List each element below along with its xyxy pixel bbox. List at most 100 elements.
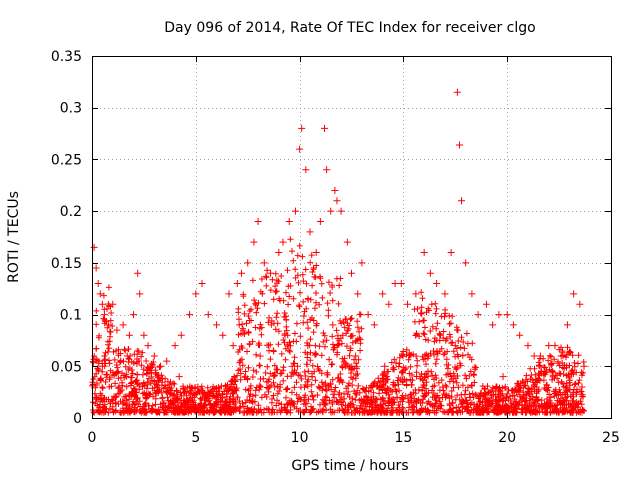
y-tick-label: 0 bbox=[73, 411, 82, 427]
data-point bbox=[194, 383, 202, 391]
data-point bbox=[563, 321, 571, 329]
density-marks bbox=[89, 236, 587, 416]
data-point bbox=[94, 280, 102, 288]
data-point bbox=[256, 352, 264, 360]
plot-frame bbox=[92, 56, 612, 419]
data-point bbox=[547, 393, 555, 401]
data-point bbox=[250, 238, 258, 246]
data-point bbox=[213, 321, 221, 329]
data-point bbox=[337, 207, 345, 215]
data-point bbox=[391, 280, 399, 288]
x-tick-label: 0 bbox=[88, 430, 97, 446]
data-point bbox=[144, 342, 152, 350]
data-point bbox=[281, 331, 289, 339]
data-point bbox=[441, 290, 449, 298]
data-point bbox=[532, 383, 540, 391]
x-tick-label: 20 bbox=[498, 430, 516, 446]
data-point bbox=[125, 331, 133, 339]
data-point bbox=[157, 362, 165, 370]
data-point bbox=[244, 259, 252, 267]
y-tick-label: 0.15 bbox=[51, 256, 82, 272]
data-point bbox=[237, 269, 245, 277]
x-axis-label: GPS time / hours bbox=[291, 458, 408, 474]
data-point bbox=[580, 362, 588, 370]
data-point bbox=[426, 269, 434, 277]
data-point bbox=[204, 311, 212, 319]
data-point bbox=[198, 280, 206, 288]
data-point bbox=[229, 342, 237, 350]
data-point bbox=[271, 383, 279, 391]
data-point bbox=[424, 352, 432, 360]
data-point bbox=[294, 362, 302, 370]
data-point bbox=[219, 331, 227, 339]
data-point bbox=[354, 290, 362, 298]
data-point bbox=[225, 290, 233, 298]
data-point bbox=[100, 311, 108, 319]
data-point bbox=[304, 342, 312, 350]
data-point bbox=[545, 342, 553, 350]
data-point bbox=[150, 352, 158, 360]
data-point bbox=[327, 207, 335, 215]
data-point bbox=[136, 290, 144, 298]
data-point bbox=[341, 362, 349, 370]
y-tick-label: 0.25 bbox=[51, 152, 82, 168]
data-point bbox=[167, 388, 175, 396]
data-point bbox=[368, 383, 376, 391]
data-point bbox=[503, 311, 511, 319]
data-point bbox=[267, 269, 275, 277]
data-point bbox=[385, 300, 393, 308]
data-point bbox=[92, 264, 100, 272]
data-point bbox=[306, 228, 314, 236]
data-point bbox=[420, 249, 428, 257]
data-point bbox=[499, 373, 507, 381]
data-point bbox=[439, 383, 447, 391]
axis-ticks bbox=[92, 56, 612, 419]
chart-title: Day 096 of 2014, Rate Of TEC Index for r… bbox=[164, 20, 535, 36]
data-point bbox=[489, 321, 497, 329]
data-point bbox=[192, 290, 200, 298]
y-tick-label: 0.35 bbox=[51, 49, 82, 65]
data-point bbox=[397, 280, 405, 288]
data-point bbox=[163, 357, 171, 365]
data-point bbox=[576, 300, 584, 308]
data-point bbox=[296, 145, 304, 153]
x-tick-label: 25 bbox=[602, 430, 620, 446]
data-point bbox=[370, 321, 378, 329]
data-point bbox=[123, 352, 131, 360]
data-point bbox=[509, 321, 517, 329]
data-point bbox=[364, 311, 372, 319]
data-point bbox=[115, 383, 123, 391]
data-point bbox=[412, 290, 420, 298]
data-point bbox=[308, 373, 316, 381]
data-point bbox=[130, 311, 138, 319]
data-point bbox=[393, 393, 401, 401]
data-point bbox=[92, 393, 100, 401]
data-point bbox=[109, 300, 117, 308]
data-point bbox=[98, 362, 106, 370]
data-point bbox=[453, 88, 461, 96]
data-point bbox=[482, 300, 490, 308]
data-point bbox=[119, 321, 127, 329]
x-tick-label: 10 bbox=[291, 430, 309, 446]
y-tick-label: 0.1 bbox=[60, 308, 82, 324]
data-point bbox=[90, 243, 98, 251]
data-point bbox=[142, 393, 150, 401]
data-point bbox=[134, 269, 142, 277]
data-point bbox=[495, 311, 503, 319]
data-points bbox=[90, 88, 588, 412]
data-point bbox=[254, 217, 262, 225]
data-point bbox=[140, 331, 148, 339]
data-point bbox=[536, 352, 544, 360]
density-cloud bbox=[89, 236, 587, 416]
data-point bbox=[279, 238, 287, 246]
data-point bbox=[516, 331, 524, 339]
data-point bbox=[312, 249, 320, 257]
x-tick-labels: 0 5 10 15 20 25 bbox=[88, 430, 620, 446]
data-point bbox=[352, 352, 360, 360]
data-point bbox=[451, 342, 459, 350]
data-point bbox=[447, 249, 455, 257]
grid-lines bbox=[92, 56, 611, 418]
data-point bbox=[379, 290, 387, 298]
data-point bbox=[343, 238, 351, 246]
